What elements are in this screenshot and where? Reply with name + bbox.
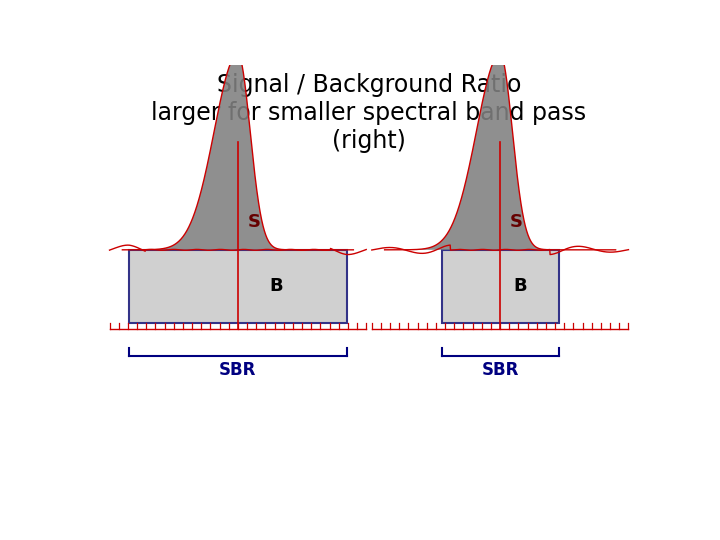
Bar	[129, 250, 347, 322]
Text: Signal / Background Ratio
larger for smaller spectral band pass
(right): Signal / Background Ratio larger for sma…	[151, 73, 587, 153]
Text: S: S	[510, 213, 523, 231]
Text: B: B	[269, 277, 283, 295]
Text: B: B	[514, 277, 528, 295]
Bar	[441, 250, 559, 322]
Text: S: S	[248, 213, 261, 231]
Text: SBR: SBR	[219, 361, 256, 379]
Text: SBR: SBR	[482, 361, 519, 379]
